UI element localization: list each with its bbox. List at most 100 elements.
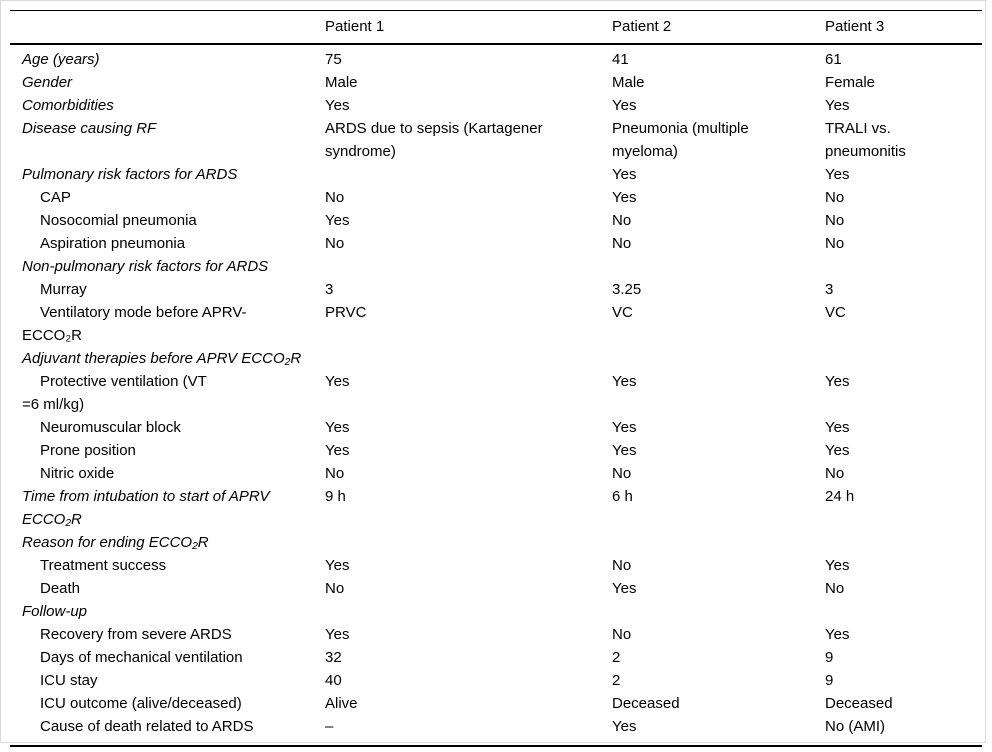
table-row: Gender Male Male Female — [10, 71, 982, 94]
cell-patient-1: Yes — [325, 442, 350, 459]
row-label: Days of mechanical ventilation — [40, 649, 243, 666]
cell-patient-1: No — [325, 189, 345, 206]
row-label: Non-pulmonary risk factors for ARDS — [22, 258, 269, 275]
table-row: Nosocomial pneumonia Yes No No — [10, 209, 982, 232]
row-label: Treatment success — [40, 557, 167, 574]
table-row: Reason for ending ECCO₂R — [10, 531, 982, 554]
cell-patient-3: No — [825, 212, 845, 229]
table-row: Cause of death related to ARDS – Yes No (AM… — [10, 715, 982, 746]
cell-patient-2 — [612, 347, 825, 370]
cell-patient-3: Yes — [825, 373, 850, 390]
cell-patient-1 — [325, 163, 612, 186]
cell-patient-3 — [825, 531, 982, 554]
table-row: Death No Yes No — [10, 577, 982, 600]
table-row: Follow-up — [10, 600, 982, 623]
row-label: Prone position — [40, 442, 136, 459]
cell-patient-2: Yes — [612, 580, 637, 597]
cell-patient-3: VC — [825, 304, 846, 321]
row-label: Follow-up — [22, 603, 88, 620]
cell-patient-3: 3 — [825, 281, 834, 298]
cell-patient-3: Yes — [825, 442, 850, 459]
cell-patient-1 — [325, 600, 612, 623]
cell-patient-2: No — [612, 626, 632, 643]
cell-patient-3: 9 — [825, 672, 834, 689]
cell-patient-3: Female — [825, 74, 876, 91]
row-label: Murray — [40, 281, 87, 298]
row-label: Ventilatory mode before APRV- ECCO₂R — [22, 304, 247, 344]
patients-table: Patient 1 Patient 2 Patient 3 Age (years… — [10, 10, 982, 747]
cell-patient-2: Yes — [612, 97, 637, 114]
cell-patient-2: No — [612, 465, 632, 482]
table-row: CAP No Yes No — [10, 186, 982, 209]
table-row: Ventilatory mode before APRV- ECCO₂R PRVC… — [10, 301, 982, 347]
table-row: Murray 3 3.25 3 — [10, 278, 982, 301]
cell-patient-2: Yes — [612, 718, 637, 735]
table-row: Non-pulmonary risk factors for ARDS — [10, 255, 982, 278]
cell-patient-3: 9 — [825, 649, 834, 666]
cell-patient-2: No — [612, 212, 632, 229]
cell-patient-1: Yes — [325, 97, 350, 114]
row-label: Recovery from severe ARDS — [40, 626, 232, 643]
cell-patient-3: No — [825, 189, 845, 206]
cell-patient-2: Yes — [612, 419, 637, 436]
cell-patient-3: No — [825, 465, 845, 482]
row-label: Protective ventilation (VT =6 ml/kg) — [22, 373, 207, 413]
cell-patient-3: No (AMI) — [825, 718, 885, 735]
cell-patient-3: 61 — [825, 51, 842, 68]
cell-patient-1: Yes — [325, 373, 350, 390]
cell-patient-3: No — [825, 235, 845, 252]
row-label: Pulmonary risk factors for ARDS — [22, 166, 238, 183]
cell-patient-3: Yes — [825, 97, 850, 114]
cell-patient-2 — [612, 255, 825, 278]
cell-patient-1: Yes — [325, 419, 350, 436]
cell-patient-1: 75 — [325, 51, 342, 68]
cell-patient-1 — [325, 347, 612, 370]
table-row: Days of mechanical ventilation 32 2 9 — [10, 646, 982, 669]
table-row: Comorbidities Yes Yes Yes — [10, 94, 982, 117]
row-label: Death — [40, 580, 81, 597]
table-row: Neuromuscular block Yes Yes Yes — [10, 416, 982, 439]
cell-patient-3: Yes — [825, 166, 850, 183]
row-label: Nosocomial pneumonia — [40, 212, 197, 229]
cell-patient-1: Male — [325, 74, 358, 91]
cell-patient-1: No — [325, 465, 345, 482]
table-row: Adjuvant therapies before APRV ECCO₂R — [10, 347, 982, 370]
table-row: Time from intubation to start of APRV EC… — [10, 485, 982, 531]
table-row: Age (years) 75 41 61 — [10, 44, 982, 71]
cell-patient-1: No — [325, 235, 345, 252]
row-label: Age (years) — [22, 51, 100, 68]
row-label: Gender — [22, 74, 73, 91]
cell-patient-2: Deceased — [612, 695, 680, 712]
cell-patient-1: 3 — [325, 281, 334, 298]
cell-patient-3: Deceased — [825, 695, 893, 712]
row-label: Reason for ending ECCO₂R — [22, 534, 209, 551]
cell-patient-3 — [825, 600, 982, 623]
cell-patient-2 — [612, 531, 825, 554]
cell-patient-1 — [325, 255, 612, 278]
cell-patient-2: 2 — [612, 649, 621, 666]
cell-patient-3: Yes — [825, 557, 850, 574]
cell-patient-2: Pneumonia (multiple myeloma) — [612, 120, 749, 160]
cell-patient-1: 40 — [325, 672, 342, 689]
cell-patient-3 — [825, 347, 982, 370]
table-header: Patient 1 Patient 2 Patient 3 — [10, 10, 982, 45]
cell-patient-2: 2 — [612, 672, 621, 689]
row-label: Nitric oxide — [40, 465, 115, 482]
cell-patient-2: Male — [612, 74, 645, 91]
cell-patient-2: 6 h — [612, 488, 633, 505]
header-row: Patient 1 Patient 2 Patient 3 — [10, 10, 982, 45]
cell-patient-1 — [325, 531, 612, 554]
table-row: Disease causing RF ARDS due to sepsis (Ka… — [10, 117, 982, 163]
cell-patient-2: 3.25 — [612, 281, 642, 298]
cell-patient-3: No — [825, 580, 845, 597]
table-row: Nitric oxide No No No — [10, 462, 982, 485]
cell-patient-1: Yes — [325, 212, 350, 229]
cell-patient-2: Yes — [612, 442, 637, 459]
cell-patient-3: Yes — [825, 626, 850, 643]
row-label: Neuromuscular block — [40, 419, 181, 436]
table-row: ICU outcome (alive/deceased) Alive Decease… — [10, 692, 982, 715]
cell-patient-3 — [825, 255, 982, 278]
row-label: Cause of death related to ARDS — [40, 718, 254, 735]
